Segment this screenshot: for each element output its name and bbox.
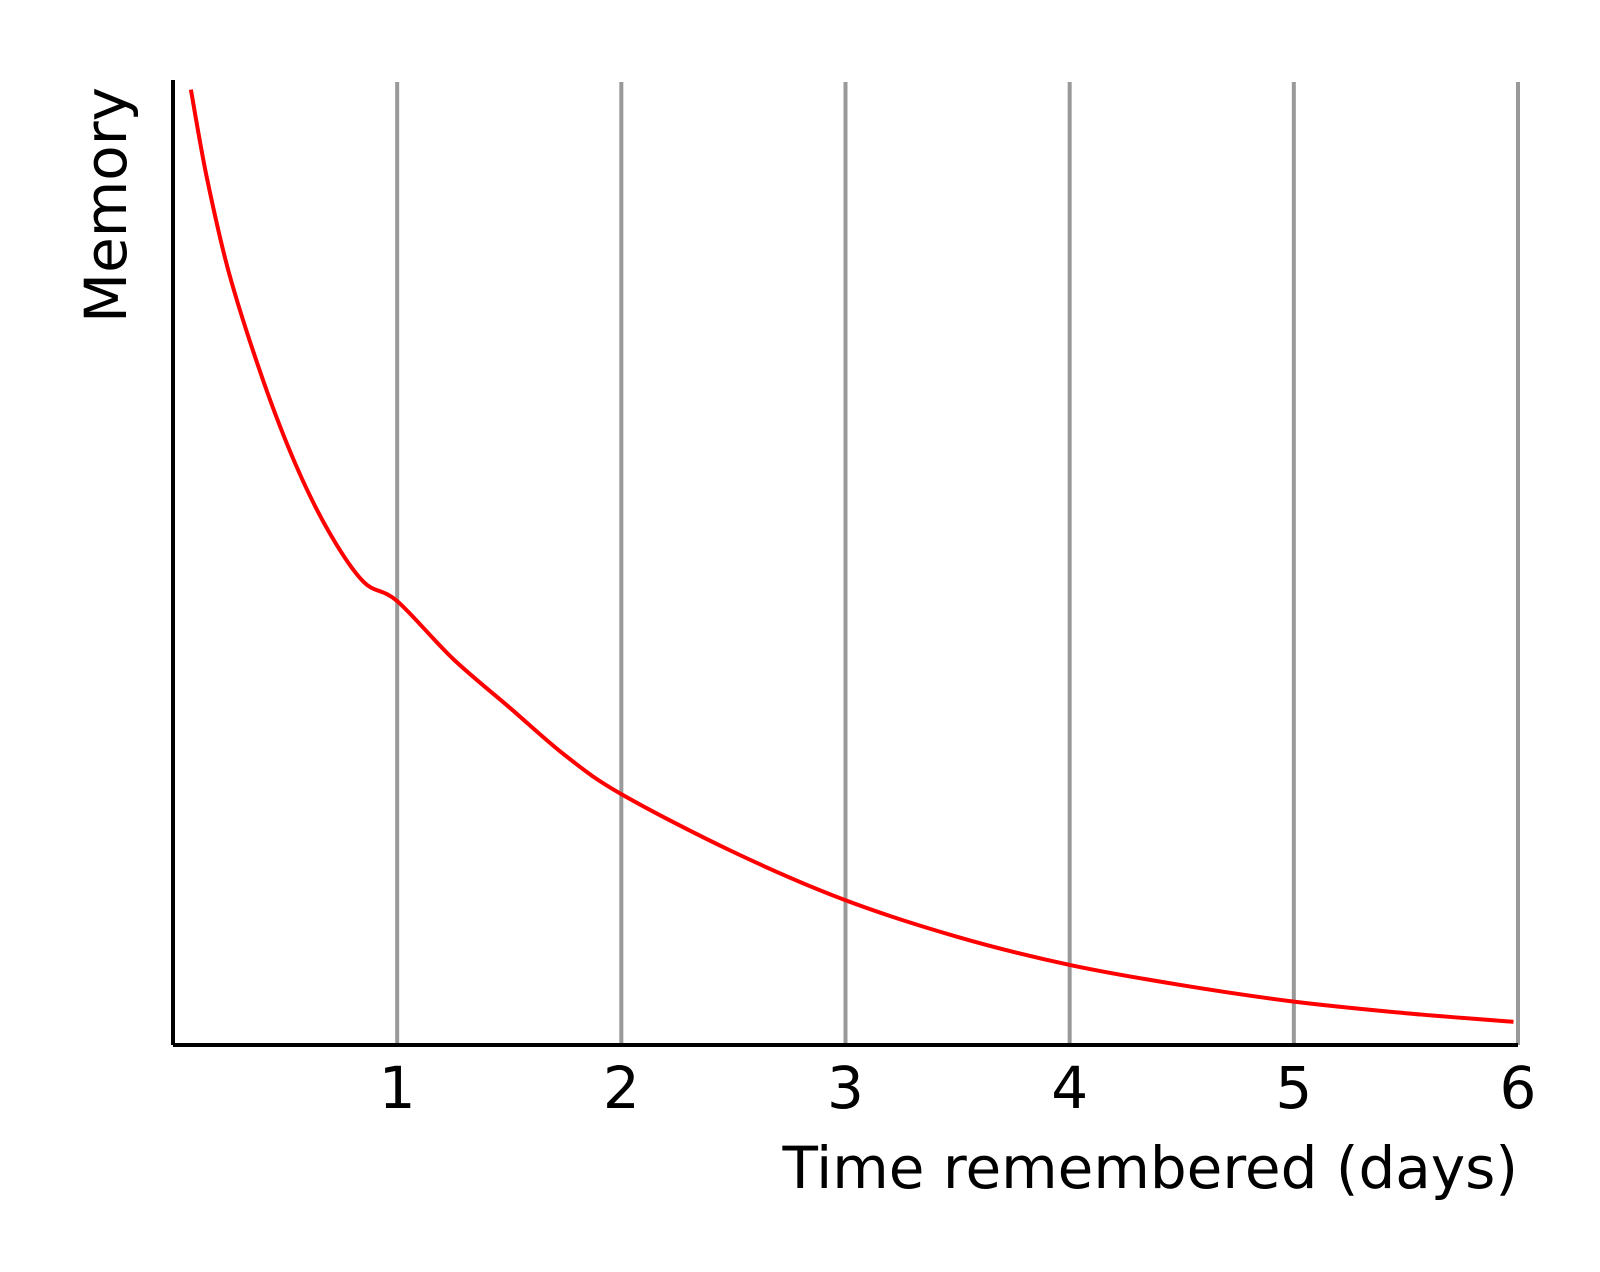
x-tick-label-5: 5 [1275, 1054, 1312, 1122]
x-tick-label-3: 3 [827, 1054, 864, 1122]
x-axis-label: Time remembered (days) [782, 1134, 1518, 1202]
x-tick-label-6: 6 [1500, 1054, 1537, 1122]
axes [171, 80, 1518, 1047]
y-axis-label: Memory [72, 87, 140, 323]
x-tick-label-1: 1 [379, 1054, 416, 1122]
x-tick-label-2: 2 [603, 1054, 640, 1122]
x-tick-label-4: 4 [1051, 1054, 1088, 1122]
series-layer [188, 89, 1514, 1024]
series-line-0 [188, 89, 1514, 1024]
x-tick-labels: 1 2 3 4 5 6 [379, 1054, 1537, 1122]
grid-lines [395, 82, 1520, 1045]
